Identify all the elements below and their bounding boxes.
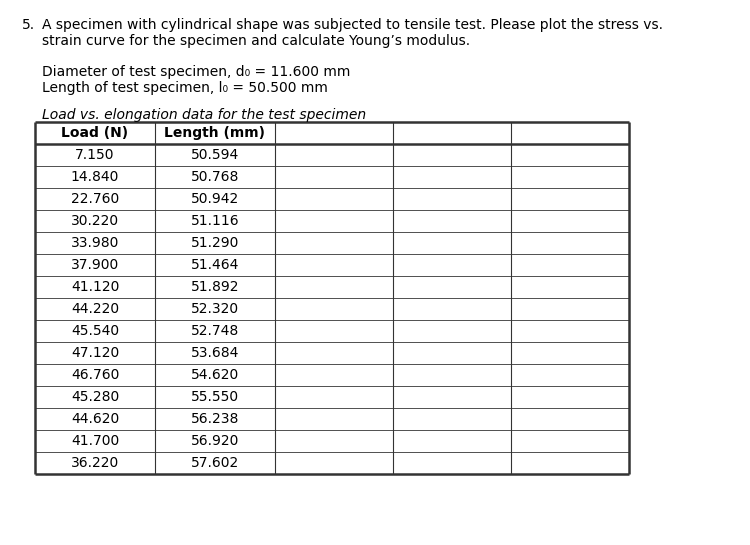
Text: 44.220: 44.220 [71, 302, 119, 316]
Text: 51.116: 51.116 [190, 214, 239, 228]
Text: 33.980: 33.980 [70, 236, 119, 250]
Text: 54.620: 54.620 [190, 368, 239, 382]
Text: Load vs. elongation data for the test specimen: Load vs. elongation data for the test sp… [42, 108, 366, 122]
Text: 36.220: 36.220 [70, 456, 119, 470]
Text: 56.238: 56.238 [190, 412, 239, 426]
Text: 51.464: 51.464 [190, 258, 239, 272]
Text: 22.760: 22.760 [70, 192, 119, 206]
Text: 45.280: 45.280 [70, 390, 119, 404]
Text: 46.760: 46.760 [70, 368, 119, 382]
Text: 52.320: 52.320 [191, 302, 239, 316]
Text: 5.: 5. [22, 18, 35, 32]
Text: 30.220: 30.220 [71, 214, 119, 228]
Text: 55.550: 55.550 [191, 390, 239, 404]
Text: 37.900: 37.900 [70, 258, 119, 272]
Text: Length (mm): Length (mm) [164, 126, 266, 140]
Text: Load (N): Load (N) [62, 126, 128, 140]
Text: 50.942: 50.942 [190, 192, 239, 206]
Text: 56.920: 56.920 [190, 434, 239, 448]
Text: Length of test specimen, l₀ = 50.500 mm: Length of test specimen, l₀ = 50.500 mm [42, 81, 328, 95]
Text: A specimen with cylindrical shape was subjected to tensile test. Please plot the: A specimen with cylindrical shape was su… [42, 18, 663, 32]
Text: 7.150: 7.150 [75, 148, 115, 162]
Text: 52.748: 52.748 [190, 324, 239, 338]
Text: 45.540: 45.540 [71, 324, 119, 338]
Text: 50.594: 50.594 [190, 148, 239, 162]
Text: 50.768: 50.768 [190, 170, 239, 184]
Text: 41.120: 41.120 [70, 280, 119, 294]
Text: 14.840: 14.840 [70, 170, 119, 184]
Text: Diameter of test specimen, d₀ = 11.600 mm: Diameter of test specimen, d₀ = 11.600 m… [42, 65, 350, 79]
Text: 41.700: 41.700 [70, 434, 119, 448]
Text: strain curve for the specimen and calculate Young’s modulus.: strain curve for the specimen and calcul… [42, 34, 470, 48]
Text: 47.120: 47.120 [70, 346, 119, 360]
Text: 57.602: 57.602 [190, 456, 239, 470]
Text: 51.290: 51.290 [190, 236, 239, 250]
Text: 51.892: 51.892 [190, 280, 239, 294]
Text: 53.684: 53.684 [190, 346, 239, 360]
Text: 44.620: 44.620 [70, 412, 119, 426]
